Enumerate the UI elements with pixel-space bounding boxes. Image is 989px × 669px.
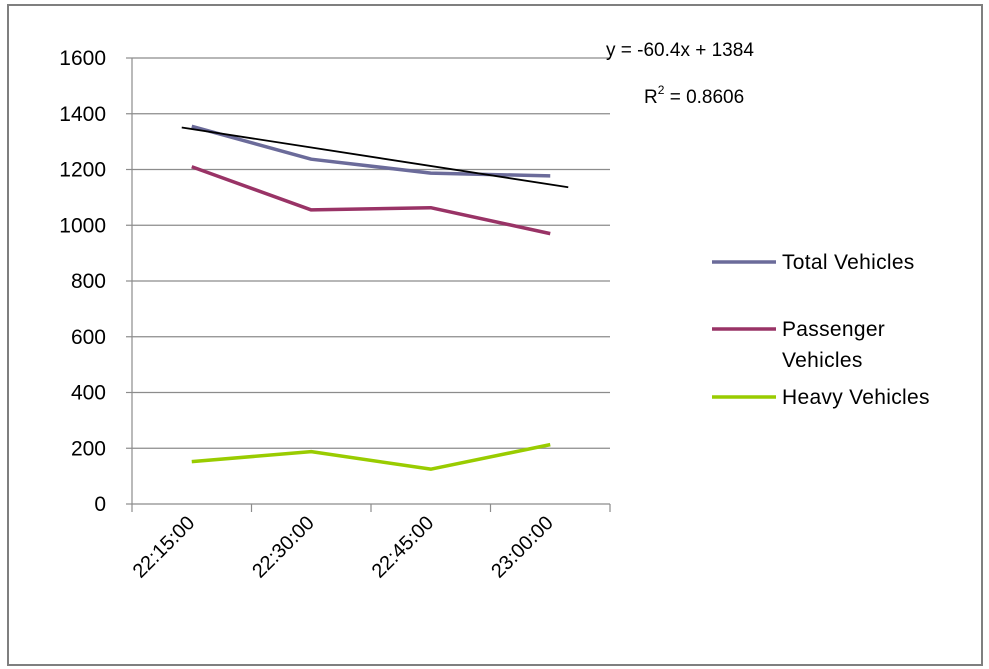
series-line-total-vehicles (191, 124, 551, 178)
axes (126, 57, 611, 512)
x-tick-label: 22:45:00 (368, 512, 439, 583)
gridlines (132, 57, 610, 449)
y-tick-label: 200 (71, 437, 106, 460)
series-line-heavy-vehicles (191, 442, 551, 471)
y-tick-label: 1600 (59, 47, 106, 70)
y-tick-label: 1200 (59, 159, 106, 182)
r-squared-exponent: 2 (658, 83, 665, 97)
legend-label-total-vehicles: Total Vehicles (782, 251, 915, 274)
trendline-group (181, 126, 569, 189)
y-tick-label: 800 (71, 270, 106, 293)
y-tick-labels: 0 200 400 600 800 1000 1200 1400 1600 (59, 47, 106, 516)
r-squared-prefix: R (644, 87, 658, 108)
series-lines (191, 124, 551, 471)
legend: Total Vehicles Passenger Vehicles Heavy Veh… (712, 251, 930, 409)
x-tick-labels: 22:15:00 22:30:00 22:45:00 23:00:00 (129, 512, 558, 583)
legend-label-passenger-vehicles: Passenger (782, 318, 885, 341)
legend-label-passenger-vehicles-line2: Vehicles (782, 349, 863, 372)
series-line-passenger-vehicles (191, 165, 551, 236)
r-squared-value: = 0.8606 (664, 87, 744, 108)
legend-label-heavy-vehicles: Heavy Vehicles (782, 386, 930, 409)
r-squared-label: R2 = 0.8606 (644, 83, 744, 108)
trendline-equation: y = -60.4x + 1384 (606, 40, 754, 61)
y-tick-label: 1400 (59, 103, 106, 126)
trendline (181, 126, 569, 189)
x-tick-label: 22:15:00 (129, 512, 200, 583)
x-tick-label: 22:30:00 (248, 512, 319, 583)
y-tick-label: 0 (94, 493, 106, 516)
y-tick-label: 600 (71, 326, 106, 349)
x-tick-label: 23:00:00 (487, 512, 558, 583)
y-tick-label: 1000 (59, 214, 106, 237)
y-tick-label: 400 (71, 382, 106, 405)
